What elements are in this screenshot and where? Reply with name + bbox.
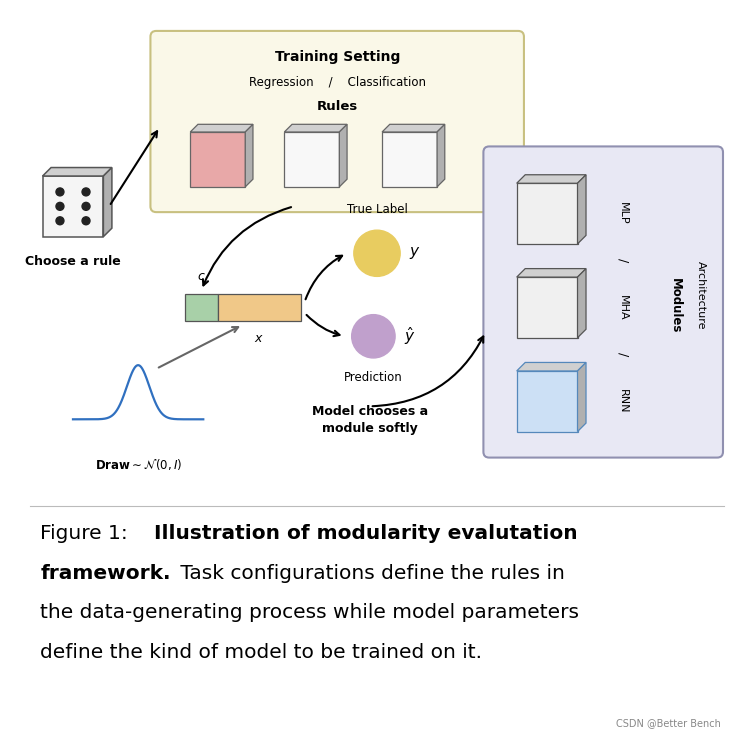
Polygon shape bbox=[284, 124, 347, 132]
Circle shape bbox=[82, 188, 90, 196]
Text: framework.: framework. bbox=[41, 564, 171, 583]
Text: CSDN @Better Bench: CSDN @Better Bench bbox=[616, 718, 721, 728]
Polygon shape bbox=[245, 124, 253, 186]
Polygon shape bbox=[578, 268, 586, 338]
Circle shape bbox=[354, 230, 400, 277]
Polygon shape bbox=[42, 168, 112, 176]
Polygon shape bbox=[437, 124, 445, 186]
Text: MLP: MLP bbox=[618, 202, 628, 225]
Circle shape bbox=[56, 217, 64, 225]
Polygon shape bbox=[578, 362, 586, 432]
Circle shape bbox=[56, 202, 64, 211]
Polygon shape bbox=[103, 168, 112, 237]
Polygon shape bbox=[578, 174, 586, 244]
Text: Rules: Rules bbox=[317, 100, 358, 114]
Text: $c$: $c$ bbox=[197, 270, 206, 283]
Text: $y$: $y$ bbox=[409, 245, 421, 261]
Polygon shape bbox=[516, 183, 578, 244]
Circle shape bbox=[82, 202, 90, 211]
Text: Illustration of modularity evalutation: Illustration of modularity evalutation bbox=[154, 524, 578, 543]
Text: Architecture: Architecture bbox=[696, 260, 706, 329]
Text: $\mathbf{Draw} \sim \mathcal{N}(0, I)$: $\mathbf{Draw} \sim \mathcal{N}(0, I)$ bbox=[94, 457, 182, 472]
Text: RNN: RNN bbox=[618, 389, 628, 414]
Polygon shape bbox=[339, 124, 347, 186]
Circle shape bbox=[56, 188, 64, 196]
Polygon shape bbox=[42, 176, 103, 237]
FancyBboxPatch shape bbox=[185, 294, 218, 321]
Text: Choose a rule: Choose a rule bbox=[25, 256, 121, 268]
Polygon shape bbox=[382, 124, 445, 132]
Text: Task configurations define the rules in: Task configurations define the rules in bbox=[174, 564, 566, 583]
Text: Figure 1:: Figure 1: bbox=[41, 524, 141, 543]
Text: Regression    /    Classification: Regression / Classification bbox=[249, 77, 426, 89]
Polygon shape bbox=[516, 362, 586, 371]
Text: Modules: Modules bbox=[669, 278, 682, 333]
Text: MHA: MHA bbox=[618, 295, 628, 320]
Polygon shape bbox=[284, 132, 339, 186]
Circle shape bbox=[351, 314, 395, 358]
Polygon shape bbox=[516, 174, 586, 183]
Text: the data-generating process while model parameters: the data-generating process while model … bbox=[41, 603, 579, 623]
Text: Training Setting: Training Setting bbox=[274, 50, 400, 64]
FancyBboxPatch shape bbox=[151, 31, 524, 212]
Text: define the kind of model to be trained on it.: define the kind of model to be trained o… bbox=[41, 643, 483, 662]
Text: Model chooses a
module softly: Model chooses a module softly bbox=[311, 405, 428, 435]
Polygon shape bbox=[190, 132, 245, 186]
Polygon shape bbox=[382, 132, 437, 186]
Text: Prediction: Prediction bbox=[344, 371, 403, 384]
Text: /: / bbox=[617, 352, 630, 356]
Text: $\hat{y}$: $\hat{y}$ bbox=[404, 326, 415, 347]
FancyBboxPatch shape bbox=[483, 147, 723, 457]
Polygon shape bbox=[516, 277, 578, 338]
Text: /: / bbox=[617, 259, 630, 262]
Circle shape bbox=[82, 217, 90, 225]
Text: True Label: True Label bbox=[347, 203, 407, 216]
Text: $x$: $x$ bbox=[254, 332, 265, 345]
FancyBboxPatch shape bbox=[218, 294, 301, 321]
Polygon shape bbox=[516, 268, 586, 277]
Polygon shape bbox=[516, 371, 578, 432]
Polygon shape bbox=[190, 124, 253, 132]
